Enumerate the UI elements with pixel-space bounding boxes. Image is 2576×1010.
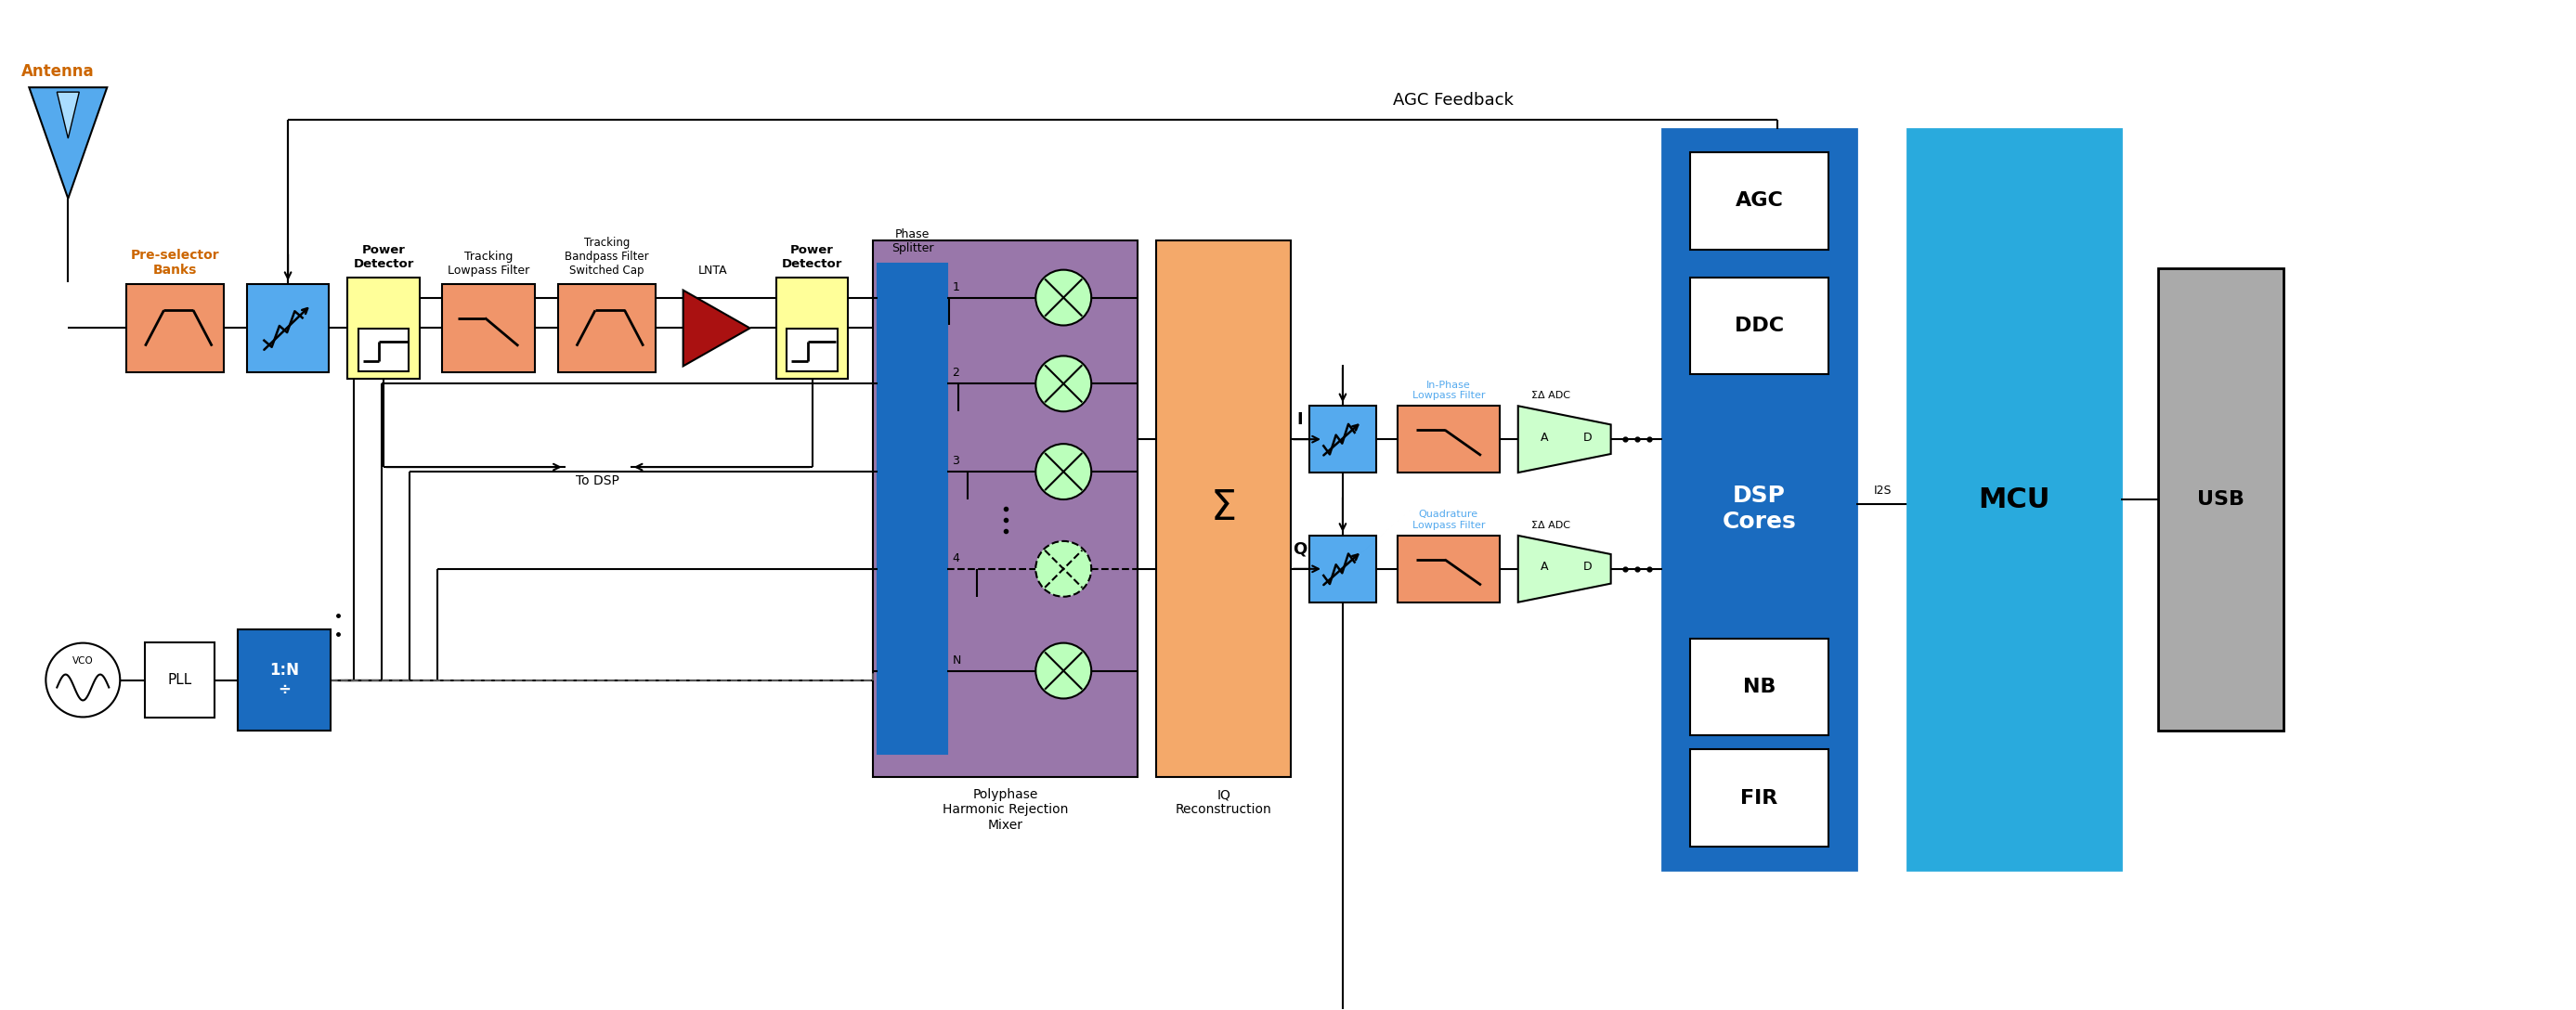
Text: Pre-selector
Banks: Pre-selector Banks [131,248,219,277]
Text: PLL: PLL [167,673,193,687]
Circle shape [46,643,121,717]
Text: Antenna: Antenna [21,64,95,80]
Text: IQ
Reconstruction: IQ Reconstruction [1175,789,1273,816]
Text: Σ: Σ [1211,489,1236,528]
FancyBboxPatch shape [878,264,948,754]
FancyBboxPatch shape [1690,277,1829,375]
Circle shape [1036,643,1092,699]
Polygon shape [1517,535,1610,602]
Polygon shape [1517,406,1610,473]
FancyBboxPatch shape [559,284,654,372]
FancyBboxPatch shape [1309,406,1376,473]
FancyBboxPatch shape [1396,535,1499,602]
FancyBboxPatch shape [348,277,420,379]
Text: MCU: MCU [1978,486,2050,513]
FancyBboxPatch shape [1690,749,1829,846]
Text: Q: Q [1293,541,1306,558]
FancyBboxPatch shape [247,284,330,372]
FancyBboxPatch shape [873,240,1139,778]
Text: A: A [1540,431,1548,443]
FancyBboxPatch shape [144,642,214,718]
FancyBboxPatch shape [1662,129,1857,870]
Circle shape [1036,356,1092,411]
FancyBboxPatch shape [1157,240,1291,778]
Text: AGC: AGC [1736,192,1783,210]
Text: DDC: DDC [1734,316,1785,335]
Text: Tracking
Bandpass Filter
Switched Cap: Tracking Bandpass Filter Switched Cap [564,236,649,277]
FancyBboxPatch shape [358,329,410,372]
FancyBboxPatch shape [1309,535,1376,602]
Polygon shape [57,92,80,138]
Text: I2S: I2S [1873,485,1891,497]
FancyBboxPatch shape [443,284,536,372]
Text: Power
Detector: Power Detector [781,243,842,270]
FancyBboxPatch shape [126,284,224,372]
Text: FIR: FIR [1741,789,1777,807]
Text: LNTA: LNTA [698,265,726,277]
Text: 4: 4 [953,552,958,565]
Text: VCO: VCO [72,655,93,666]
Polygon shape [28,88,108,199]
Text: Power
Detector: Power Detector [353,243,415,270]
Text: AGC Feedback: AGC Feedback [1394,92,1515,109]
Text: 2: 2 [953,367,958,379]
Text: NB: NB [1744,678,1775,696]
Text: 1:N
÷: 1:N ÷ [270,662,299,698]
FancyBboxPatch shape [1909,129,2120,870]
Text: D: D [1584,431,1592,443]
FancyBboxPatch shape [1690,638,1829,735]
Circle shape [1036,443,1092,499]
Text: N: N [953,654,961,667]
Circle shape [1036,270,1092,325]
Circle shape [1036,541,1092,597]
Text: I: I [1296,411,1303,428]
Text: USB: USB [2197,490,2244,509]
Text: ΣΔ ADC: ΣΔ ADC [1530,391,1569,400]
Text: To DSP: To DSP [577,475,621,488]
Text: 3: 3 [953,455,958,467]
Polygon shape [683,290,750,366]
FancyBboxPatch shape [1690,153,1829,249]
Text: A: A [1540,561,1548,573]
Text: 1: 1 [953,281,958,293]
Text: Phase
Splitter: Phase Splitter [891,228,935,255]
Text: Quadrature
Lowpass Filter: Quadrature Lowpass Filter [1412,510,1484,530]
Text: DSP
Cores: DSP Cores [1723,485,1795,532]
FancyBboxPatch shape [237,629,330,731]
Text: D: D [1584,561,1592,573]
Text: Tracking
Lowpass Filter: Tracking Lowpass Filter [448,250,528,277]
Text: Polyphase
Harmonic Rejection
Mixer: Polyphase Harmonic Rejection Mixer [943,789,1069,831]
FancyBboxPatch shape [1396,406,1499,473]
Text: In-Phase
Lowpass Filter: In-Phase Lowpass Filter [1412,381,1484,400]
FancyBboxPatch shape [775,277,848,379]
FancyBboxPatch shape [2159,268,2282,731]
FancyBboxPatch shape [786,329,837,372]
Text: ΣΔ ADC: ΣΔ ADC [1530,521,1569,530]
